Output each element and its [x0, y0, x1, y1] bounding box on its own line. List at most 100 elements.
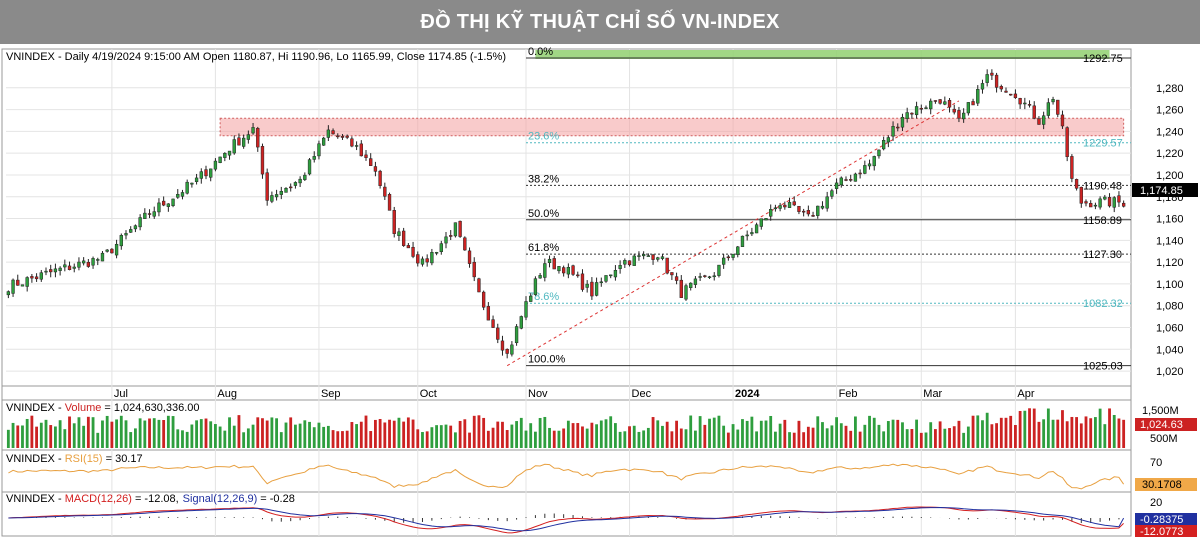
volume-bar	[82, 425, 86, 448]
candle-body	[816, 205, 820, 216]
volume-bar	[891, 419, 895, 448]
volume-bar	[948, 428, 951, 448]
fib-level-pct: 100.0%	[528, 354, 566, 366]
volume-bar	[985, 412, 989, 448]
candle-body	[1009, 93, 1013, 96]
candle-body	[707, 276, 712, 278]
volume-bar	[204, 418, 208, 448]
candle-body	[265, 172, 269, 201]
volume-bar	[999, 417, 1003, 448]
volume-bar	[454, 432, 457, 448]
candle-body	[820, 205, 825, 209]
candle-body	[274, 194, 279, 198]
candle-body	[834, 182, 839, 189]
volume-bar	[981, 420, 984, 448]
volume-bar	[185, 431, 189, 448]
volume-bar	[181, 430, 184, 448]
candle-body	[86, 261, 91, 267]
candle-body	[627, 260, 632, 266]
volume-bar	[670, 431, 674, 448]
volume-bar	[1046, 408, 1050, 448]
month-label: Aug	[217, 388, 237, 400]
volume-bar	[359, 421, 363, 448]
volume-bar	[1061, 410, 1064, 448]
candle-body	[1027, 104, 1032, 106]
month-label: Apr	[1017, 388, 1034, 400]
candle-body	[439, 243, 443, 252]
volume-bar	[6, 429, 10, 448]
rsi-header: VNINDEX - RSI(15) = 30.17	[6, 453, 143, 465]
candle-body	[910, 112, 914, 115]
volume-bar	[585, 428, 589, 448]
candle-body	[241, 137, 246, 147]
volume-bar	[694, 430, 697, 448]
candle-body	[180, 192, 185, 197]
candle-body	[547, 258, 552, 264]
candle-body	[839, 177, 843, 186]
volume-bar	[1122, 419, 1126, 448]
candle-body	[359, 143, 363, 157]
volume-bar	[806, 426, 810, 448]
volume-bar	[1103, 424, 1107, 448]
candle-body	[646, 255, 651, 257]
volume-bar	[166, 415, 170, 448]
candle-body	[533, 278, 538, 295]
volume-bar	[242, 432, 246, 448]
candle-body	[745, 234, 749, 237]
volume-bar	[449, 425, 453, 448]
candle-body	[147, 213, 152, 215]
candle-body	[119, 235, 123, 247]
candle-body	[990, 72, 994, 76]
volume-bar	[1014, 425, 1017, 448]
volume-bar	[1051, 419, 1055, 448]
volume-bar	[397, 417, 401, 448]
volume-bar	[661, 425, 664, 448]
volume-bar	[237, 415, 241, 448]
volume-header: VNINDEX - Volume = 1,024,630,336.00	[6, 402, 200, 414]
candle-body	[552, 258, 556, 270]
candle-body	[519, 316, 523, 329]
volume-bar	[830, 425, 834, 448]
candle-body	[1103, 196, 1107, 200]
volume-bar	[430, 427, 434, 448]
candle-body	[425, 258, 429, 263]
candle-body	[279, 190, 283, 195]
candle-body	[218, 156, 222, 163]
candle-body	[783, 204, 787, 208]
candle-body	[919, 107, 923, 110]
volume-axis-1500m: 1,500M	[1142, 405, 1179, 417]
candle-body	[613, 269, 618, 278]
volume-bar	[741, 419, 744, 448]
volume-bar	[284, 422, 288, 448]
candle-body	[914, 106, 919, 116]
candle-body	[1056, 99, 1060, 115]
candle-body	[609, 274, 613, 277]
candle-body	[100, 252, 105, 262]
volume-bar	[317, 422, 321, 448]
volume-bar	[736, 429, 740, 448]
signal-line	[8, 506, 1125, 532]
volume-bar	[1004, 417, 1008, 448]
candle-body	[397, 231, 401, 236]
volume-bar	[637, 431, 641, 448]
volume-bar	[858, 431, 862, 448]
volume-bar	[905, 429, 909, 448]
candle-body	[872, 156, 876, 167]
candle-body	[797, 205, 801, 212]
macd-last-tag	[1135, 525, 1197, 537]
volume-bar	[745, 420, 749, 448]
candle-body	[481, 291, 486, 308]
volume-bar	[901, 422, 904, 448]
candle-body	[806, 210, 811, 215]
candle-body	[77, 261, 81, 268]
candle-body	[863, 165, 867, 174]
volume-bar	[628, 426, 631, 448]
rsi-axis-70: 70	[1150, 457, 1162, 469]
candle-body	[938, 99, 942, 104]
volume-bar	[764, 420, 768, 448]
volume-bar	[1056, 419, 1060, 448]
volume-bar	[1079, 423, 1083, 448]
candle-body	[679, 279, 683, 298]
candle-body	[213, 160, 218, 170]
volume-bar	[524, 430, 528, 448]
